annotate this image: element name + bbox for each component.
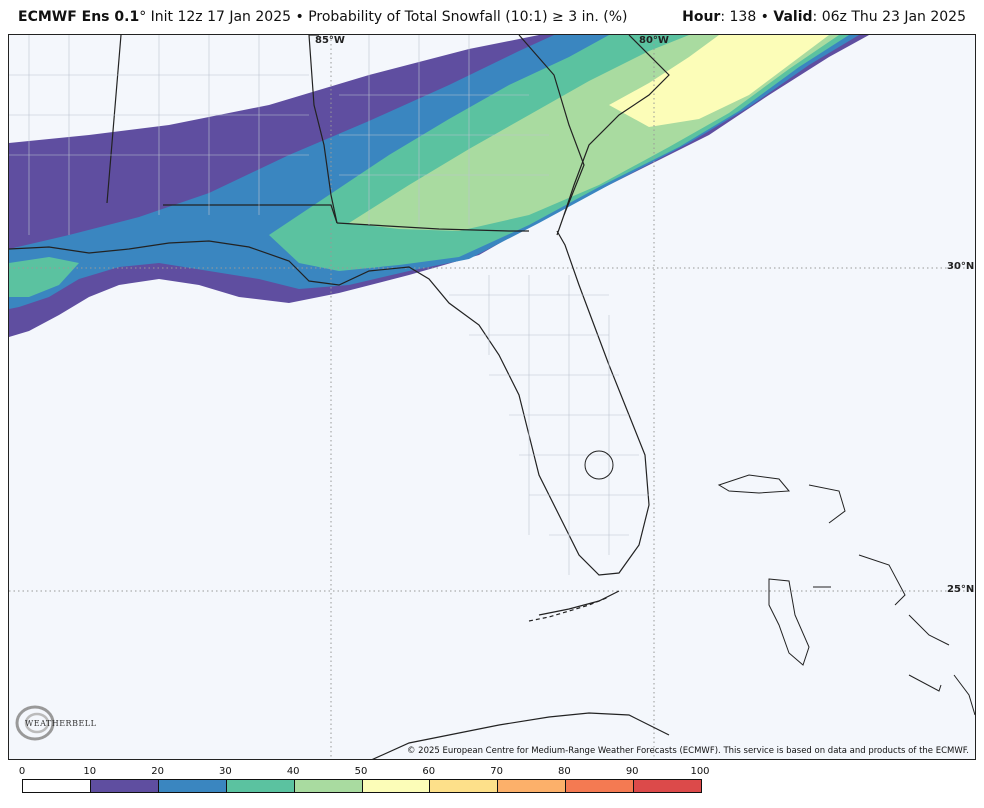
- cuba-coast: [371, 712, 670, 759]
- county-boundaries: [9, 35, 649, 575]
- lake-okeechobee: [584, 450, 614, 480]
- graticule: [9, 35, 975, 759]
- colorbar-tick-10: 10: [83, 766, 97, 777]
- colorbar-swatch-50: [362, 780, 431, 792]
- degree-mark: °: [139, 9, 147, 25]
- map-header: ECMWF Ens 0.1° Init 12z 17 Jan 2025 • Pr…: [0, 0, 984, 34]
- colorbar-tick-100: 100: [690, 766, 710, 777]
- colorbar-swatch-40: [294, 780, 363, 792]
- valid-label: Valid: [773, 9, 813, 25]
- colorbar-tick-30: 30: [219, 766, 232, 777]
- lat-label-25n: 25°N: [947, 584, 975, 595]
- ecmwf-credit: © 2025 European Centre for Medium-Range …: [406, 746, 969, 756]
- colorbar-swatch-60: [430, 780, 499, 792]
- hour-value: : 138: [720, 9, 757, 25]
- model-name: ECMWF Ens 0.1: [18, 9, 140, 25]
- colorbar-tick-70: 70: [490, 766, 503, 777]
- lon-label-85w: 85°W: [315, 35, 345, 46]
- colorbar-swatch-0: [23, 780, 91, 792]
- bullet-separator-2: •: [756, 9, 774, 25]
- lat-label-30n: 30°N: [947, 261, 975, 272]
- colorbar-swatch-70: [498, 780, 567, 792]
- colorbar-swatch-30: [226, 780, 295, 792]
- valid-value: : 06z Thu 23 Jan 2025: [812, 9, 966, 25]
- header-left: ECMWF Ens 0.1° Init 12z 17 Jan 2025 • Pr…: [18, 9, 628, 25]
- logo-text: WEATHERBELL: [25, 719, 97, 728]
- bullet-separator: •: [291, 9, 309, 25]
- colorbar-tick-0: 0: [18, 766, 26, 777]
- colorbar-swatches: [22, 779, 702, 793]
- swirl-icon: [15, 705, 55, 741]
- map-canvas: [9, 35, 975, 759]
- colorbar-swatch-90: [634, 780, 702, 792]
- colorbar-swatch-80: [566, 780, 635, 792]
- forecast-map: 85°W 80°W 30°N 25°N WEATHERBELL © 2025 E…: [8, 34, 976, 760]
- product-title: Probability of Total Snowfall (10:1) ≥ 3…: [308, 9, 628, 25]
- colorbar-ticks: 0 10 20 30 40 50 60 70 80 90 100: [18, 766, 710, 778]
- lon-label-80w: 80°W: [639, 35, 669, 46]
- colorbar-tick-90: 90: [625, 766, 639, 777]
- state-boundaries: [9, 35, 670, 616]
- colorbar-tick-80: 80: [558, 766, 571, 777]
- colorbar-tick-50: 50: [354, 766, 368, 777]
- init-time: Init 12z 17 Jan 2025: [146, 9, 292, 25]
- weatherbell-logo: WEATHERBELL: [13, 701, 96, 745]
- prob-band-50: [609, 35, 829, 127]
- colorbar-tick-60: 60: [422, 766, 436, 777]
- colorbar-swatch-10: [90, 780, 159, 792]
- hour-label: Hour: [682, 9, 721, 25]
- colorbar-tick-20: 20: [151, 766, 164, 777]
- colorbar-tick-40: 40: [286, 766, 300, 777]
- header-right: Hour: 138 • Valid: 06z Thu 23 Jan 2025: [682, 9, 966, 25]
- bahamas-islands: [717, 474, 975, 716]
- colorbar-swatch-20: [158, 780, 227, 792]
- colorbar-legend: 0 10 20 30 40 50 60 70 80 90 100: [18, 766, 710, 806]
